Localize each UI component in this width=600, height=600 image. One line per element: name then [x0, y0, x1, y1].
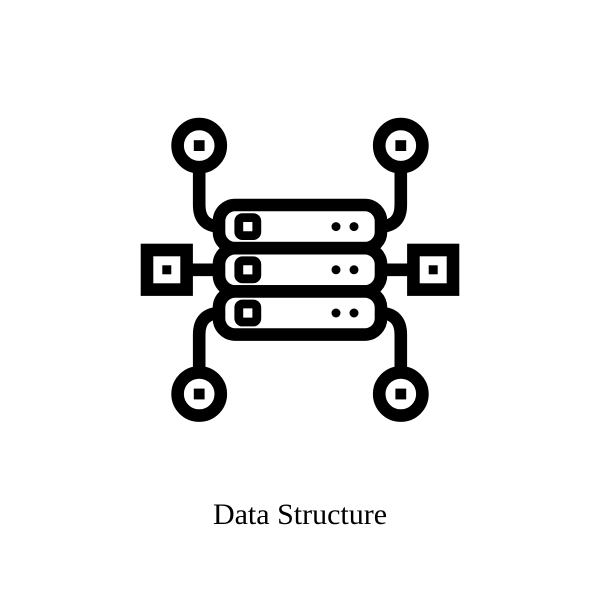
icon-caption: Data Structure	[213, 498, 387, 532]
data-structure-icon	[120, 88, 480, 448]
